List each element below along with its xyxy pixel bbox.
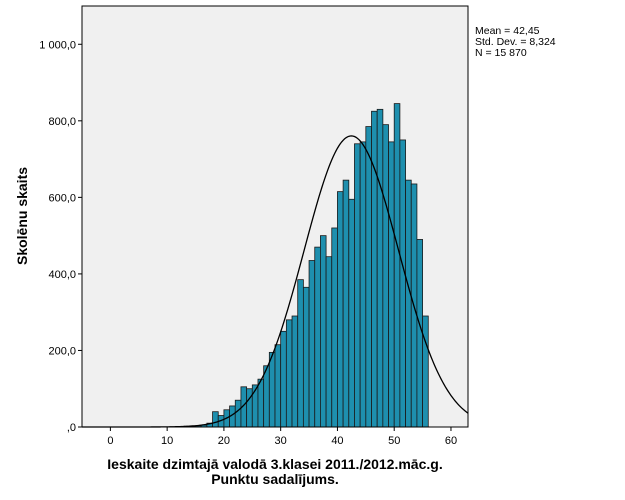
histogram-bar [354,143,361,428]
x-tick-label: 40 [331,435,343,447]
y-axis-title: Skolēnu skaits [14,167,30,265]
x-tick-label: 20 [218,435,230,447]
histogram-bar [257,378,265,428]
histogram-bar [348,198,355,428]
x-tick-label: 30 [275,435,287,447]
y-axis: ,0 200,0 400,0 600,0 800,0 1 000,0 [39,39,82,434]
histogram-bar [337,191,344,428]
histogram-bar [297,279,304,428]
histogram-bar [263,365,270,428]
histogram-bar [416,239,423,428]
y-tick-label: 1 000,0 [39,39,76,51]
stats-mean: Mean = 42,45 [475,25,540,37]
histogram-bar [371,110,378,428]
y-tick-label: 200,0 [48,345,76,357]
histogram-bar [234,399,242,428]
x-tick-label: 0 [107,435,113,447]
histogram-bar [405,179,412,428]
histogram-bar [388,141,395,428]
histogram-bar [365,126,372,428]
histogram-bar [246,388,253,428]
histogram-bar [320,235,327,428]
x-tick-label: 60 [445,435,457,447]
x-axis: 0 10 20 30 40 50 60 [107,427,457,447]
histogram-bar [376,108,384,428]
histogram-bar [268,351,276,428]
x-axis-title-line-2: Punktu sadalījums. [211,471,339,487]
stats-std-dev: Std. Dev. = 8,324 [475,36,556,48]
histogram-bar [342,179,350,428]
y-tick-label: 600,0 [48,192,76,204]
x-axis-title-line-1: Ieskaite dzimtajā valodā 3.klasei 2011./… [107,456,442,472]
histogram-bar [314,246,321,428]
histogram-bar [280,330,287,428]
plot-frame [81,5,469,428]
stats-box: Mean = 42,45 Std. Dev. = 8,324 N = 15 87… [475,25,556,59]
histogram-bar [325,256,333,428]
histogram-bar [285,319,293,428]
histogram-bar [382,124,389,428]
histogram-bar [274,344,282,428]
x-tick-label: 50 [388,435,400,447]
histogram-bar [359,141,367,428]
histogram-bar [212,411,219,428]
y-tick-label: 800,0 [48,116,76,128]
stats-n: N = 15 870 [475,47,527,59]
histogram-bar [331,227,338,428]
y-tick-label: 400,0 [48,269,76,281]
x-tick-label: 10 [161,435,173,447]
histogram-bar [302,286,310,428]
histogram-bar [399,139,406,428]
histogram-bar [393,103,401,428]
histogram-bar [291,315,299,428]
histogram-bar [422,315,429,428]
histogram-bar [308,260,316,428]
y-tick-label: ,0 [67,422,76,434]
